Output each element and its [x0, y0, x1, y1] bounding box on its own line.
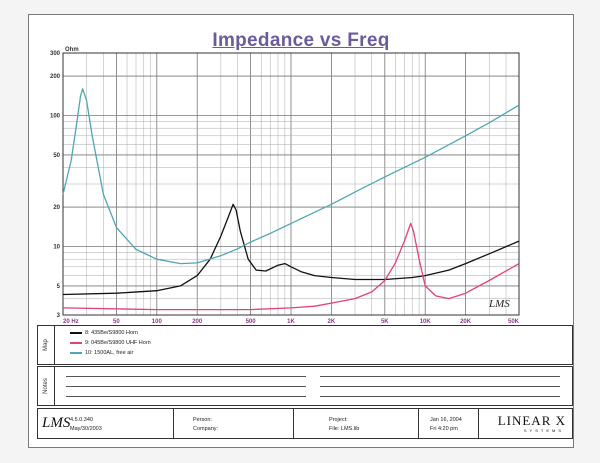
series-line: [62, 88, 520, 265]
y-ticks: 3 5 10 20 50 100 200 300: [50, 51, 61, 319]
y-tick-label: 200: [50, 74, 61, 80]
stamp-time: Fri 4:20 pm: [430, 426, 458, 432]
plot-frame: [62, 52, 520, 316]
footer-person-cell: Person: Company:: [173, 409, 294, 438]
note-line: [320, 396, 560, 397]
y-tick-label: 5: [57, 284, 61, 290]
person-label: Person:: [193, 417, 212, 423]
legend-swatch: [70, 352, 82, 354]
note-line: [320, 386, 560, 387]
note-line: [66, 376, 306, 377]
legend-label: 9: 045Be/S9800 UHF Horn: [85, 340, 151, 346]
chart-sheet: Impedance vs Freq 3 5 10 20 50 100 200 300 20 H…: [28, 14, 574, 448]
footer: LMS 4.5.0.340 May/30/2003 Person: Compan…: [37, 408, 573, 439]
x-tick-label: 20 Hz: [63, 319, 79, 325]
y-tick-label: 50: [53, 153, 60, 159]
legend-box: Map 8: 435Be/S9800 Horn 9: 045Be/S9800 U…: [37, 325, 573, 365]
x-tick-label: 2K: [328, 319, 336, 325]
x-tick-label: 10K: [420, 319, 432, 325]
y-tick-label: 10: [53, 245, 60, 251]
y-axis-label: Ohm: [65, 47, 79, 53]
project-label: Project:: [329, 417, 348, 423]
linearx-logo: LINEAR X: [497, 413, 566, 428]
y-tick-label: 3: [57, 313, 61, 319]
grid: [62, 52, 520, 316]
chart-title: Impedance vs Freq: [212, 30, 390, 51]
legend-swatch: [70, 332, 82, 334]
lms-watermark: LMS: [488, 298, 510, 310]
footer-version-cell: LMS 4.5.0.340 May/30/2003: [38, 409, 174, 438]
x-tick-label: 50K: [508, 319, 520, 325]
footer-stamp-cell: Jan 16, 2004 Fri 4:20 pm: [418, 409, 479, 438]
x-tick-label: 100: [152, 319, 163, 325]
stamp-date: Jan 16, 2004: [430, 417, 462, 423]
company-label: Company:: [193, 426, 219, 432]
series-line: [62, 203, 520, 296]
legend-item: 9: 045Be/S9800 UHF Horn: [70, 340, 151, 346]
y-tick-label: 20: [53, 205, 60, 211]
series-line: [62, 222, 520, 311]
linearx-logo-subtitle: SYSTEMS: [523, 428, 564, 433]
note-line: [66, 396, 306, 397]
note-line: [66, 386, 306, 387]
legend-item: 10: 1500AL, free air: [70, 350, 133, 356]
note-line: [320, 376, 560, 377]
x-tick-label: 5K: [381, 319, 389, 325]
series-lines: [62, 88, 520, 311]
notes-box: Notes: [37, 366, 573, 406]
legend-side-label: Map: [38, 326, 55, 364]
x-tick-label: 200: [192, 319, 203, 325]
x-tick-label: 1K: [287, 319, 295, 325]
version-date: May/30/2003: [70, 426, 102, 432]
x-tick-label: 50: [113, 319, 120, 325]
impedance-plot: 3 5 10 20 50 100 200 300 20 Hz 50 100 200 500 1K 2K 5K…: [50, 47, 520, 325]
x-tick-label: 500: [246, 319, 257, 325]
lms-logo: LMS: [42, 415, 71, 431]
legend-label: 10: 1500AL, free air: [85, 350, 134, 356]
legend-label: 8: 435Be/S9800 Horn: [85, 330, 138, 336]
x-tick-label: 20K: [460, 319, 472, 325]
legend-swatch: [70, 342, 82, 344]
legend-item: 8: 435Be/S9800 Horn: [70, 330, 138, 336]
version: 4.5.0.340: [70, 417, 93, 423]
y-tick-label: 100: [50, 114, 61, 120]
x-ticks: 20 Hz 50 100 200 500 1K 2K 5K 10K 20K 50K: [63, 319, 520, 325]
footer-project-cell: Project: File: LMS.lib: [293, 409, 419, 438]
file-label: File: LMS.lib: [329, 426, 360, 432]
y-tick-label: 300: [50, 51, 61, 57]
notes-side-label: Notes: [38, 367, 55, 405]
